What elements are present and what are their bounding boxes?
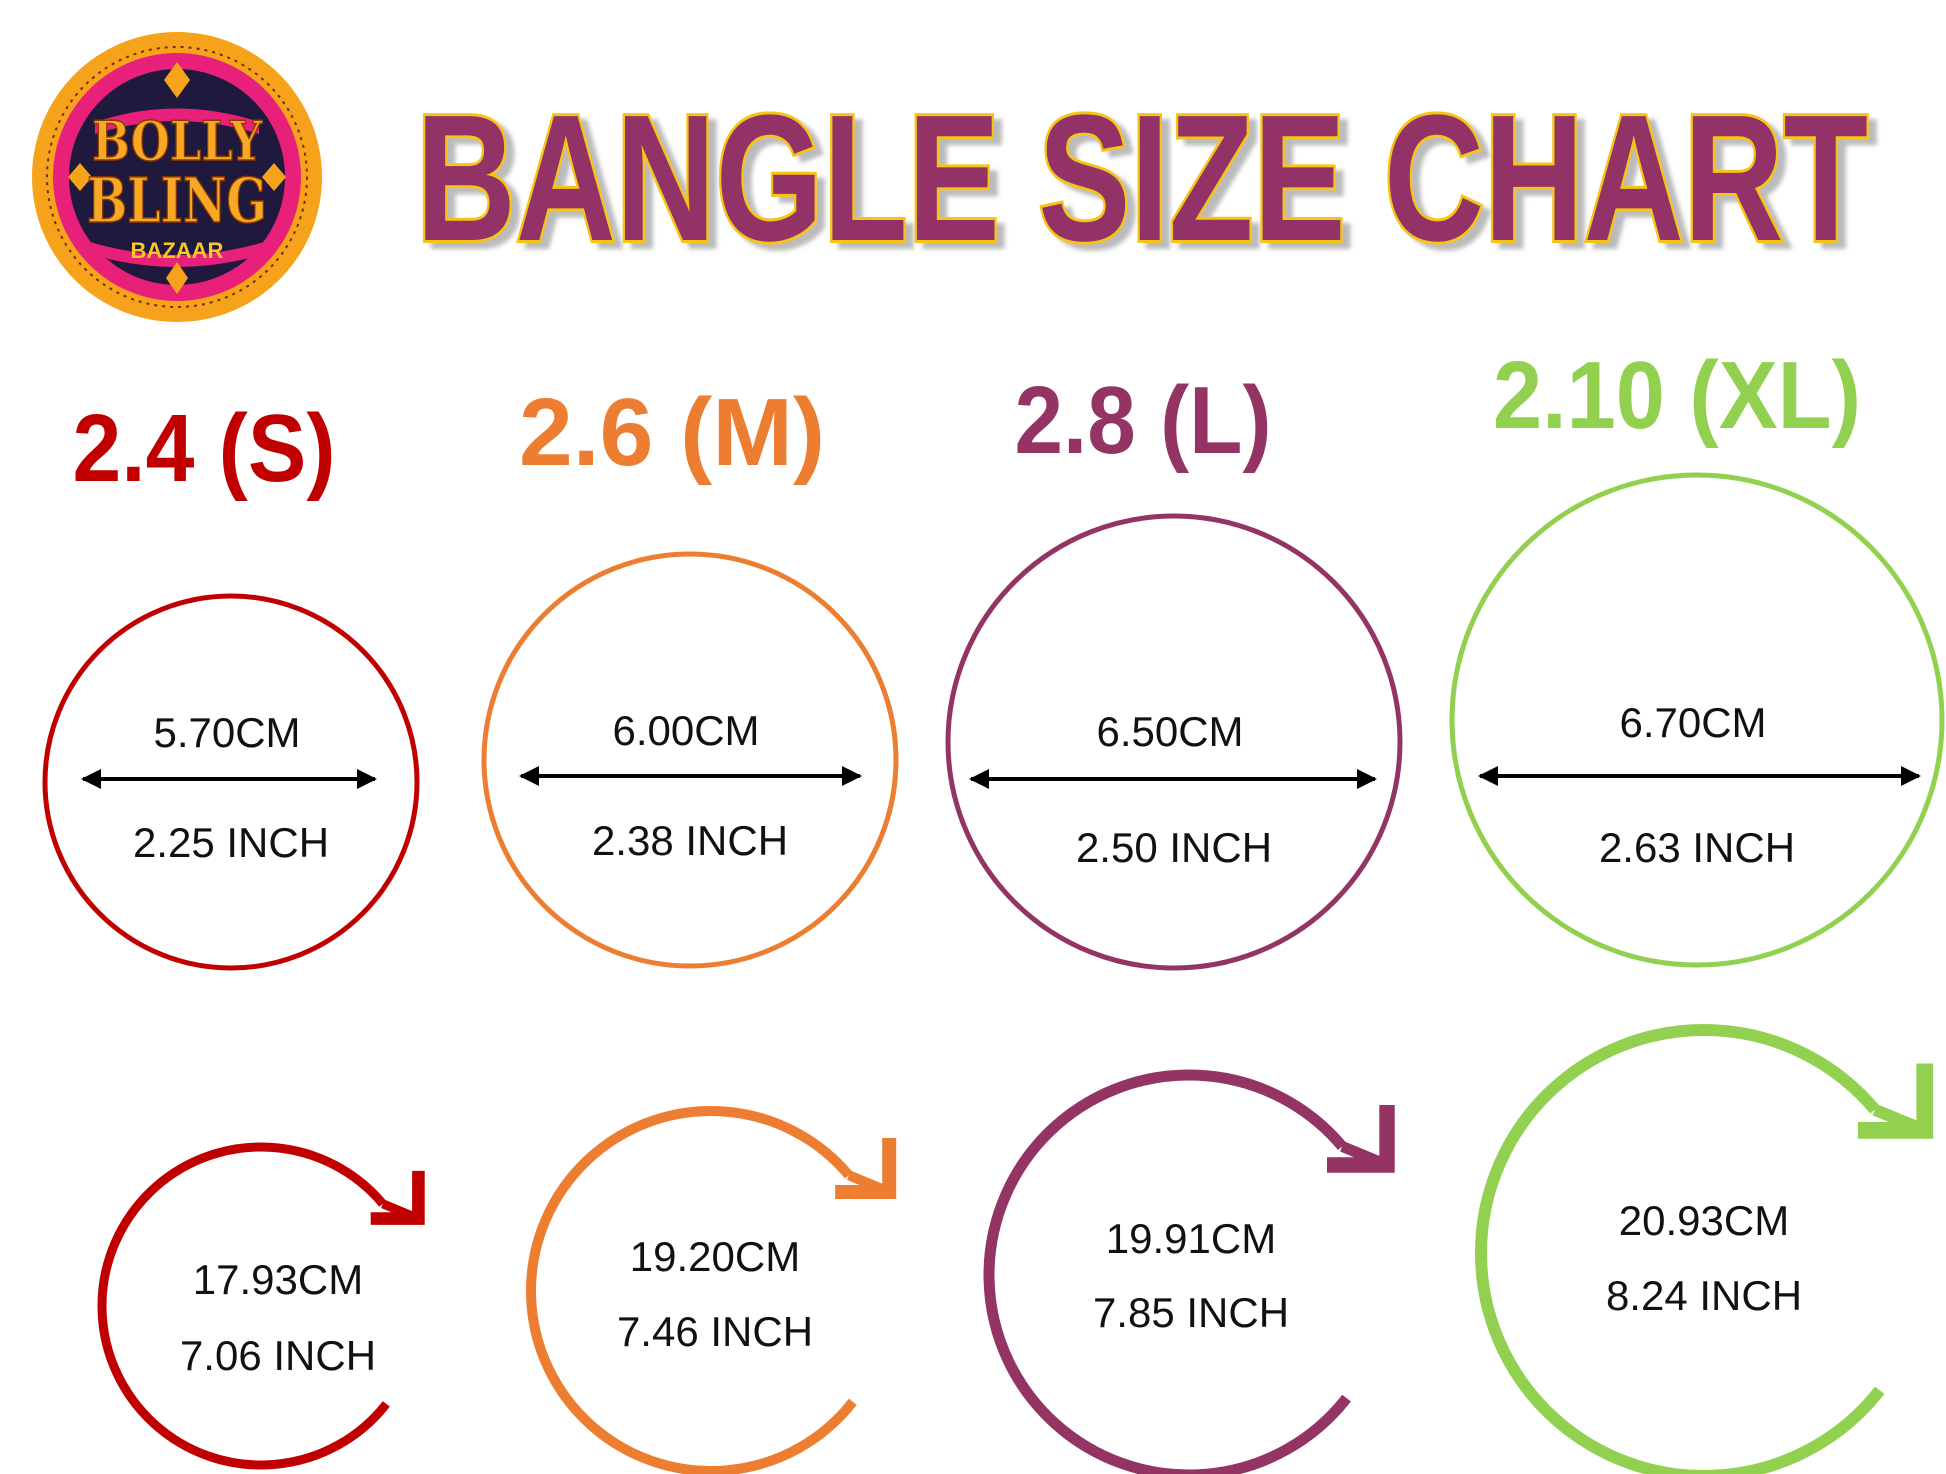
circumference-arc — [1475, 1024, 1885, 1474]
size-label: 2.4 (S) — [73, 395, 336, 502]
logo-text-bazaar: BAZAAR — [131, 238, 224, 263]
circumference-inch: 7.46 INCH — [617, 1308, 813, 1355]
circumference-inch: 7.85 INCH — [1093, 1289, 1289, 1336]
diameter-cm: 6.70CM — [1619, 699, 1766, 746]
circumference-cm: 19.91CM — [1106, 1215, 1276, 1262]
circumference-arc — [983, 1069, 1351, 1474]
circumference-cm: 17.93CM — [193, 1256, 363, 1303]
diameter-inch: 2.38 INCH — [592, 817, 788, 864]
arc-arrowhead-icon — [1327, 1105, 1395, 1173]
diameter-cm: 6.00CM — [612, 707, 759, 754]
diameter-circle — [945, 513, 1403, 971]
diameter-circle — [1449, 472, 1945, 968]
circumference-inch: 7.06 INCH — [180, 1332, 376, 1379]
diameter-circle — [481, 551, 899, 969]
circumference-arc — [97, 1142, 390, 1470]
circumference-arc — [526, 1106, 857, 1474]
logo-text-bling: BLING — [87, 164, 267, 237]
circumference-inch: 8.24 INCH — [1606, 1272, 1802, 1319]
diameter-cm: 5.70CM — [153, 709, 300, 756]
diameter-inch: 2.25 INCH — [133, 819, 329, 866]
size-column-extra-large: 2.10 (XL) 6.70CM 2.63 INCH 20.93CM 8.24 INCH — [1449, 342, 1945, 1474]
logo: BOLLY BLING BAZAAR — [32, 32, 322, 322]
diameter-inch: 2.63 INCH — [1599, 824, 1795, 871]
arc-arrowhead-icon — [1857, 1063, 1934, 1139]
diameter-inch: 2.50 INCH — [1076, 824, 1272, 871]
size-column-large: 2.8 (L) 6.50CM 2.50 INCH 19.91CM 7.85 INCH — [945, 367, 1403, 1474]
diameter-circle — [42, 593, 420, 971]
circumference-cm: 19.20CM — [630, 1233, 800, 1280]
size-label: 2.6 (M) — [519, 379, 825, 486]
arc-arrowhead-icon — [370, 1170, 425, 1225]
diameter-cm: 6.50CM — [1096, 708, 1243, 755]
page-title: BANGLE SIZE CHART — [416, 78, 1868, 279]
arc-arrowhead-icon — [835, 1138, 897, 1199]
size-label: 2.8 (L) — [1015, 367, 1272, 474]
circumference-cm: 20.93CM — [1619, 1197, 1789, 1244]
size-label: 2.10 (XL) — [1493, 342, 1861, 449]
size-column-medium: 2.6 (M) 6.00CM 2.38 INCH 19.20CM 7.46 INCH — [481, 379, 899, 1474]
logo-text-bolly: BOLLY — [92, 109, 263, 173]
size-column-small: 2.4 (S) 5.70CM 2.25 INCH 17.93CM 7.06 INCH — [42, 395, 425, 1470]
